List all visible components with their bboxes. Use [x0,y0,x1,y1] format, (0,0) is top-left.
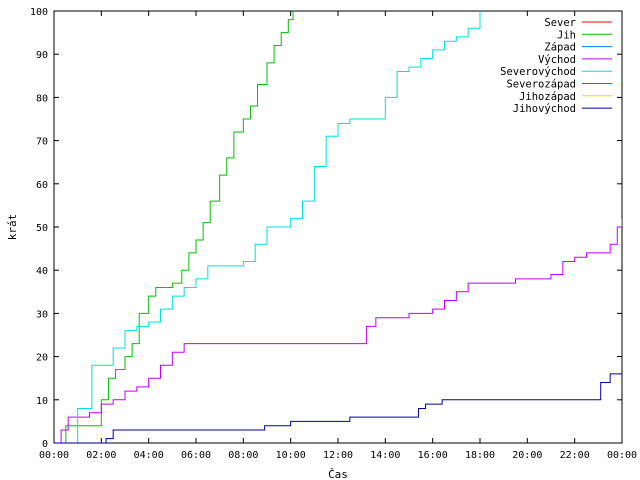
x-tick-label: 08:00 [228,450,258,461]
legend-label: Jihozápad [519,91,576,103]
x-tick-label: 18:00 [465,450,495,461]
legend-label: Sever [544,17,576,29]
y-tick-label: 30 [36,309,48,320]
legend: SeverJihZápadVýchodSeverovýchodSeverozáp… [500,17,612,115]
y-tick-label: 20 [36,353,48,364]
x-ticks: 00:00 02:00 04:00 06:00 08:00 10:00 12:00 14:00… [39,11,637,461]
x-tick-label: 06:00 [181,450,211,461]
x-tick-label: 04:00 [134,450,164,461]
series-line-4 [54,11,481,443]
y-axis-label: krát [6,214,19,241]
y-tick-label: 10 [36,396,48,407]
y-tick-label: 50 [36,223,48,234]
x-tick-label: 12:00 [323,450,353,461]
series-lines [54,11,622,443]
y-tick-label: 90 [36,50,48,61]
x-tick-label: 10:00 [276,450,306,461]
legend-label: Východ [538,54,576,66]
x-tick-label: 02:00 [86,450,116,461]
x-tick-label: 22:00 [560,450,590,461]
y-tick-label: 0 [42,439,48,450]
legend-label: Jihovýchod [513,103,576,115]
y-tick-label: 100 [30,7,48,18]
x-tick-label: 14:00 [370,450,400,461]
series-line-1 [54,11,294,443]
legend-label: Západ [544,42,576,54]
y-tick-label: 80 [36,93,48,104]
x-tick-label: 00:00 [607,450,637,461]
y-tick-label: 60 [36,180,48,191]
y-tick-label: 40 [36,266,48,277]
x-tick-label: 20:00 [512,450,542,461]
y-ticks: 0 10 20 30 40 50 60 70 80 90 100 [30,7,622,450]
y-tick-label: 70 [36,137,48,148]
legend-label: Severozápad [506,79,576,91]
series-line-7 [54,373,622,443]
series-line-3 [54,218,622,443]
legend-label: Severovýchod [500,66,576,78]
legend-label: Jih [557,29,576,41]
x-tick-label: 16:00 [418,450,448,461]
x-axis-label: Čas [328,468,348,480]
x-tick-label: 00:00 [39,450,69,461]
